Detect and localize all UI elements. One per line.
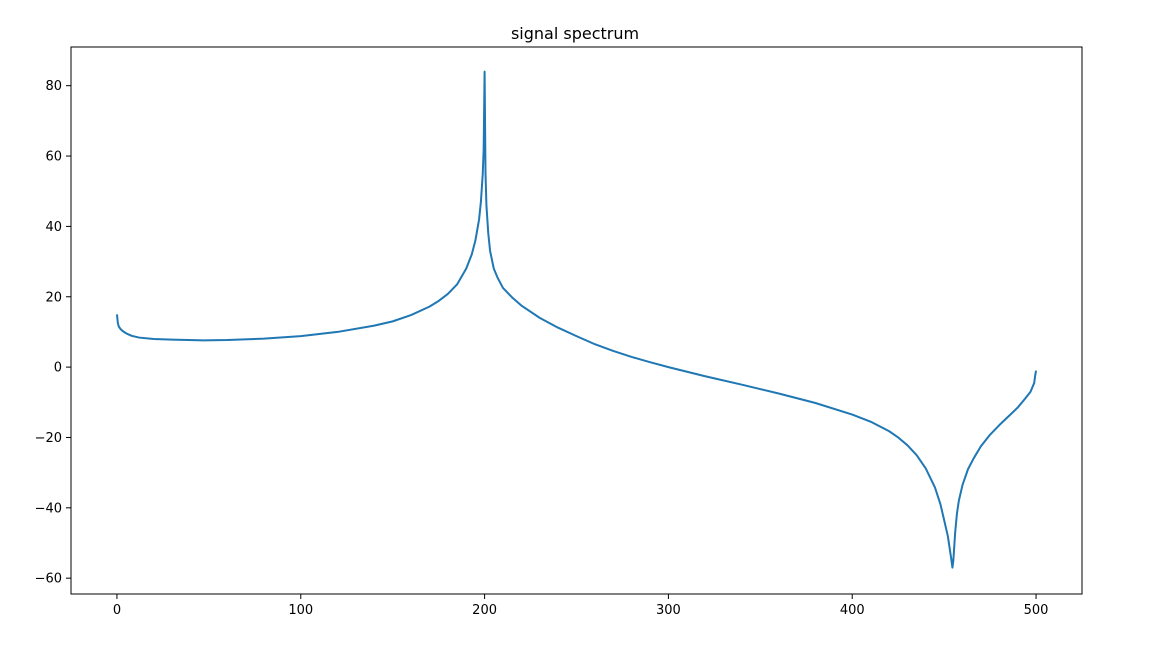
y-axis: 80 60 40 20 0 −20 −40 −60 (35, 79, 71, 587)
y-tick-label: 60 (45, 150, 62, 165)
y-tick-label: 20 (45, 290, 62, 305)
x-tick-label: 400 (840, 603, 865, 618)
plot-frame (70, 46, 1083, 595)
y-tick-label: 80 (45, 79, 62, 94)
y-tick-label: −20 (35, 431, 62, 446)
x-tick-label: 0 (113, 603, 121, 618)
x-tick-label: 300 (656, 603, 681, 618)
series-line (115, 70, 1038, 569)
chart-title: signal spectrum (511, 24, 639, 43)
y-tick-label: −40 (35, 501, 62, 516)
x-tick-label: 200 (472, 603, 497, 618)
y-tick-label: −60 (35, 572, 62, 587)
plot-area (115, 70, 1038, 569)
x-axis: 0 100 200 300 400 500 (113, 594, 1049, 618)
x-tick-label: 500 (1024, 603, 1049, 618)
y-tick-label: 40 (45, 220, 62, 235)
y-tick-label: 0 (54, 361, 62, 376)
x-tick-label: 100 (288, 603, 313, 618)
